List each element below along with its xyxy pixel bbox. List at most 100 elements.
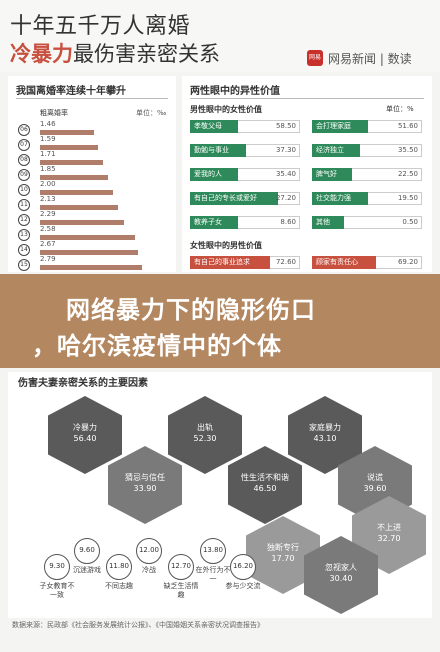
headline-line1: 网络暴力下的隐形伤口 [66,296,316,324]
unit-label: 单位：‰ [136,109,167,117]
rate-value: 1.59 [40,135,56,143]
factor-circle: 9.60 [74,538,100,564]
value-item-label: 其他 [312,216,344,229]
factor-label: 独断专行 [267,543,299,552]
rate-row: 14 2.67 [16,240,176,260]
factor-label: 冷暴力 [73,423,97,432]
factors-panel: 伤害夫妻亲密关系的主要因素 冷暴力 56.40 出轨 52.30 家庭暴力 43.10 猜忌… [8,372,432,618]
year-marker: 15 [18,259,30,271]
value-item-label: 顾家有责任心 [312,256,376,269]
value-item: 顾家有责任心 69.20 [312,256,422,269]
value-item-label: 有自己的专长或爱好 [190,192,278,205]
value-item-value: 51.60 [397,122,418,130]
subtitle-highlight: 冷暴力 [10,42,73,66]
rate-value: 2.13 [40,195,56,203]
female-view-title: 女性眼中的男性价值 [190,241,262,250]
rate-value: 1.71 [40,150,56,158]
factor-value: 30.40 [329,574,353,583]
value-item-value: 37.30 [275,146,296,154]
rate-bar [40,145,99,150]
factor-circle-label: 冷战 [142,566,156,574]
rate-bar [40,130,94,135]
factor-hex: 出轨 52.30 [168,396,242,474]
factor-circle-label: 沉迷游戏 [73,566,101,574]
value-item-label: 孝敬父母 [190,120,238,133]
rate-bar [40,160,103,165]
factor-circle: 9.30 [44,554,70,580]
factor-value: 52.30 [193,434,217,443]
rate-row: 09 1.85 [16,165,176,185]
value-item-label: 爱我的人 [190,168,238,181]
factor-hex: 猜忌与信任 33.90 [108,446,182,524]
factor-label: 说谎 [367,473,383,482]
value-item: 有自己的专长或爱好 27.20 [190,192,300,205]
factor-value: 56.40 [73,434,97,443]
factor-circle: 12.00 [136,538,162,564]
rate-bar [40,265,143,270]
rate-value: 2.29 [40,210,56,218]
rate-value: 1.85 [40,165,56,173]
factor-value: 32.70 [377,534,401,543]
value-item-label: 教养子女 [190,216,238,229]
value-item: 经济独立 35.50 [312,144,422,157]
factor-value: 17.70 [271,554,295,563]
headline-overlay[interactable]: 网络暴力下的隐形伤口 ，哈尔滨疫情中的个体 [0,274,440,368]
value-item-label: 社交能力强 [312,192,368,205]
factor-value: 46.50 [253,484,277,493]
rate-bar [40,235,135,240]
factor-hex: 冷暴力 56.40 [48,396,122,474]
value-item: 社交能力强 19.50 [312,192,422,205]
year-marker: 08 [18,154,30,166]
year-marker: 12 [18,214,30,226]
value-item-value: 58.50 [275,122,296,130]
header: 十年五千万人离婚 冷暴力最伤害亲密关系 网易 网易新闻 | 数读 [0,0,440,72]
rate-bar [40,250,138,255]
rate-bar [40,175,108,180]
divider [190,98,424,99]
factor-circle: 11.80 [106,554,132,580]
value-item-label: 会打理家庭 [312,120,368,133]
value-item-label: 勤勉与事业 [190,144,246,157]
rate-row: 06 1.46 [16,120,176,140]
factor-hex: 性生活不和谐 46.50 [228,446,302,524]
value-item: 有自己的事业追求 72.60 [190,256,300,269]
rate-row: 07 1.59 [16,135,176,155]
value-item: 其他 0.50 [312,216,422,229]
factor-circle-label: 在外行为不一 [195,566,231,583]
factor-value: 43.10 [313,434,337,443]
divorce-rate-panel: 我国离婚率连续十年攀升 粗离婚率 单位：‰ 06 1.46 07 1.59 08 1.71… [8,76,176,272]
value-item-label: 有自己的事业追求 [190,256,270,269]
factor-circle-label: 缺乏生活情趣 [163,582,199,599]
value-item: 脾气好 22.50 [312,168,422,181]
value-item: 勤勉与事业 37.30 [190,144,300,157]
factor-value: 33.90 [133,484,157,493]
year-marker: 06 [18,124,30,136]
factor-label: 性生活不和谐 [241,473,289,482]
logo-text: 网易新闻 | 数读 [328,52,412,66]
value-item: 教养子女 8.60 [190,216,300,229]
factor-label: 出轨 [197,423,213,432]
value-item-value: 72.60 [275,258,296,266]
year-marker: 07 [18,139,30,151]
factor-circle: 13.80 [200,538,226,564]
rate-bar [40,190,114,195]
factor-circle-label: 子女教育不一致 [39,582,75,599]
rate-row: 11 2.13 [16,195,176,215]
page-title: 十年五千万人离婚 [10,14,191,39]
factor-circle: 16.20 [230,554,256,580]
year-marker: 14 [18,244,30,256]
value-item-value: 0.50 [402,218,418,226]
headline-line2: ，哈尔滨疫情中的个体 [32,332,282,360]
year-marker: 09 [18,169,30,181]
value-item-value: 35.40 [275,170,296,178]
factor-value: 39.60 [363,484,387,493]
rate-value: 2.67 [40,240,56,248]
value-item-value: 19.50 [397,194,418,202]
rate-row: 08 1.71 [16,150,176,170]
year-marker: 10 [18,184,30,196]
factor-circle-label: 不同志趣 [105,582,133,590]
rate-row: 13 2.58 [16,225,176,245]
value-item-value: 35.50 [397,146,418,154]
factor-label: 不上进 [377,523,401,532]
rate-value: 2.58 [40,225,56,233]
